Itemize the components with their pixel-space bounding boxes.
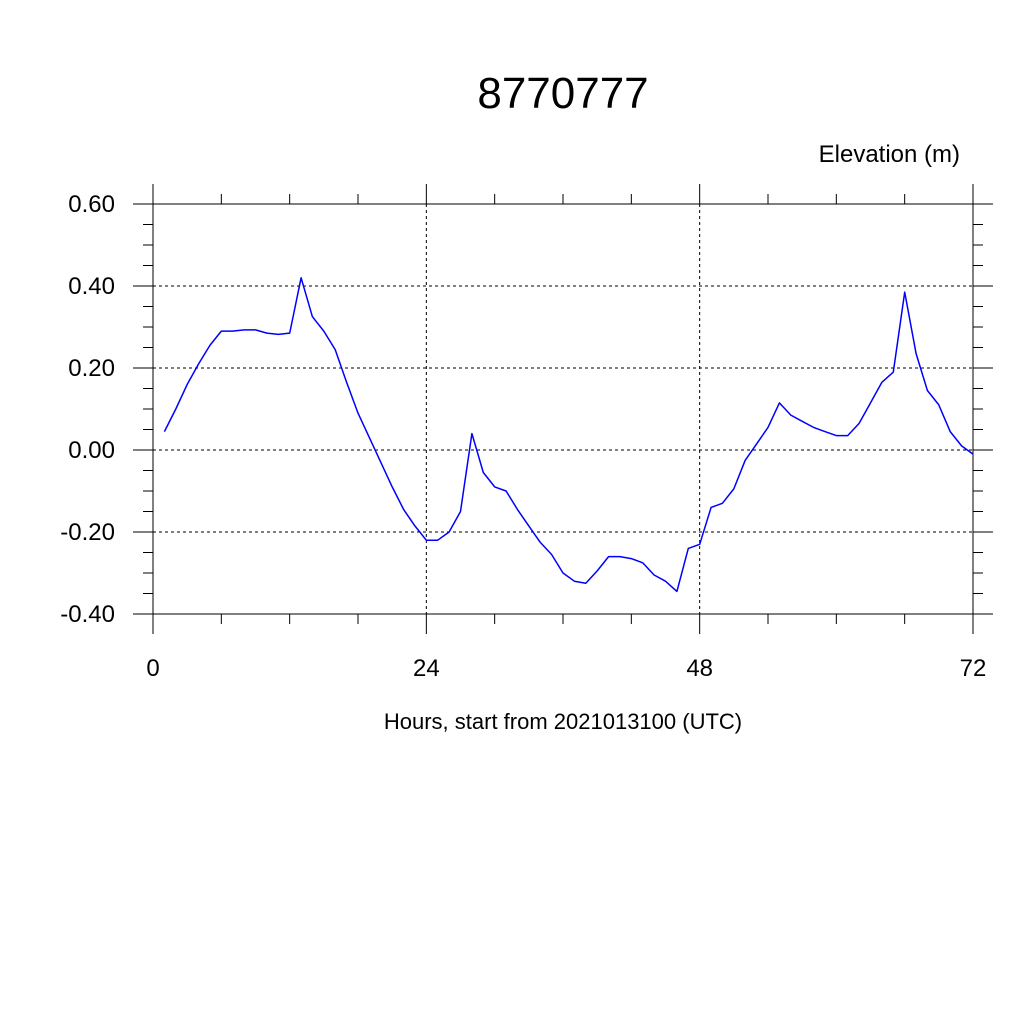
y-tick-label: 0.20 bbox=[68, 355, 115, 382]
x-axis-label: Hours, start from 2021013100 (UTC) bbox=[384, 709, 742, 734]
series-line bbox=[163, 277, 974, 593]
plot-frame bbox=[152, 203, 974, 615]
y-tick-label: -0.20 bbox=[60, 519, 115, 546]
y-tick-label: 0.40 bbox=[68, 273, 115, 300]
y-axis-unit-label: Elevation (m) bbox=[819, 141, 960, 168]
x-tick-label: 0 bbox=[146, 655, 159, 682]
grid-lines bbox=[153, 204, 973, 614]
chart-title: 8770777 bbox=[477, 69, 648, 118]
x-tick-label: 24 bbox=[413, 655, 440, 682]
y-tick-label: -0.40 bbox=[60, 601, 115, 628]
tick-labels: 0 24 48 72 -0.40 -0.20 0.00 0.20 0.40 0.60 bbox=[60, 191, 986, 682]
x-tick-label: 72 bbox=[960, 655, 987, 682]
series-group bbox=[163, 277, 974, 593]
axis-ticks bbox=[133, 184, 993, 634]
y-tick-label: 0.00 bbox=[68, 437, 115, 464]
y-tick-label: 0.60 bbox=[68, 191, 115, 218]
x-tick-label: 48 bbox=[686, 655, 713, 682]
